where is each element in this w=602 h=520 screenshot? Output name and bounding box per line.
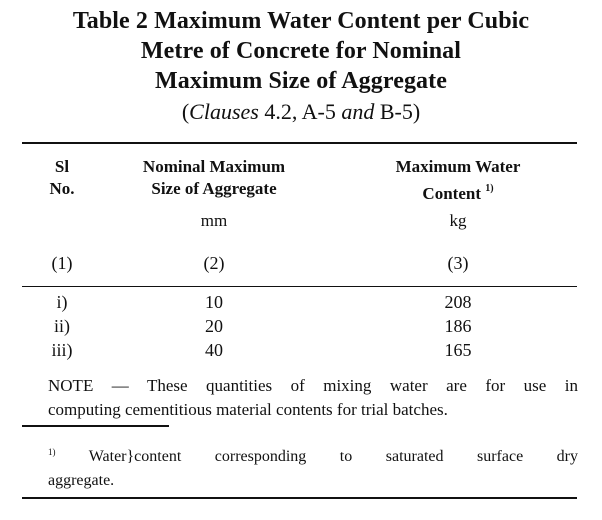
row-1-water: 208 <box>444 292 472 312</box>
clauses-mid-1: 4.2, A-5 <box>258 99 342 124</box>
header-water-line-2: Content <box>422 184 481 203</box>
table-title-line-2: Metre of Concrete for Nominal <box>140 38 462 64</box>
clauses-reference: (Clauses 4.2, A-5 and B-5) <box>0 98 602 126</box>
column-number-3: (3) <box>447 253 469 273</box>
row-2-sl: ii) <box>54 316 70 336</box>
clauses-mid-2: B-5) <box>374 99 421 124</box>
header-water-line-2-wrap: Content 1) <box>360 178 556 205</box>
header-water-line-1: Maximum Water <box>395 157 521 176</box>
footnote-rule <box>22 425 169 427</box>
footnote-line-1-wrap: 1) Water}content corresponding to satura… <box>48 440 578 469</box>
clauses-and: and <box>341 99 375 124</box>
footnote-line-2: aggregate. <box>48 472 115 489</box>
table-footnote: 1) Water}content corresponding to satura… <box>48 440 578 493</box>
footnote-line-1: Water}content corresponding to saturated… <box>55 448 578 465</box>
header-sl-no: Sl No. <box>22 156 102 200</box>
row-3-sl: iii) <box>51 340 73 360</box>
row-3-size: 40 <box>205 340 223 360</box>
bottom-rule <box>22 497 577 499</box>
row-1-sl: i) <box>56 292 68 312</box>
clauses-word: Clauses <box>189 99 259 124</box>
row-3-water: 165 <box>444 340 472 360</box>
row-1-size: 10 <box>205 292 223 312</box>
column-number-2: (2) <box>203 253 225 273</box>
footnote-marker: 1) <box>48 447 56 457</box>
header-sl-line-1: Sl <box>54 157 70 176</box>
header-aggregate-size: Nominal Maximum Size of Aggregate <box>104 156 324 200</box>
unit-kg: kg <box>449 211 467 230</box>
note-line-1: NOTE — These quantities of mixing water … <box>48 376 578 395</box>
header-sl-line-2: No. <box>49 179 75 198</box>
table-title-line-3: Maximum Size of Aggregate <box>155 68 447 94</box>
row-2-water: 186 <box>444 316 472 336</box>
middle-rule <box>22 286 577 287</box>
header-water-content: Maximum Water Content 1) <box>360 156 556 205</box>
unit-mm: mm <box>200 211 228 230</box>
note-line-2: computing cementitious material contents… <box>48 400 448 419</box>
table-title-line-1: Table 2 Maximum Water Content per Cubic <box>72 8 530 34</box>
header-size-line-1: Nominal Maximum <box>142 157 286 176</box>
row-2-size: 20 <box>205 316 223 336</box>
table-note: NOTE — These quantities of mixing water … <box>48 374 578 422</box>
header-footnote-marker: 1) <box>485 183 494 194</box>
column-number-1: (1) <box>51 253 73 273</box>
clauses-open: ( <box>181 99 190 124</box>
header-size-line-2: Size of Aggregate <box>151 179 277 198</box>
top-rule <box>22 142 577 144</box>
